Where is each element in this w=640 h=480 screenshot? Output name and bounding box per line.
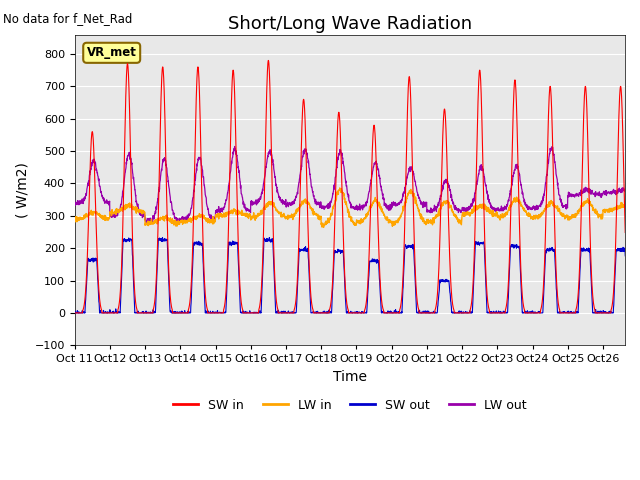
LW in bbox=[161, 215, 169, 220]
LW out bbox=[231, 144, 239, 149]
SW in bbox=[351, 310, 358, 316]
Y-axis label: ( W/m2): ( W/m2) bbox=[15, 162, 29, 218]
Line: LW in: LW in bbox=[75, 188, 638, 313]
SW out bbox=[255, 310, 263, 316]
SW in bbox=[264, 58, 272, 63]
LW in bbox=[118, 208, 126, 214]
Title: Short/Long Wave Radiation: Short/Long Wave Radiation bbox=[228, 15, 472, 33]
SW in bbox=[458, 310, 466, 316]
LW in bbox=[71, 214, 79, 220]
SW out bbox=[118, 253, 126, 259]
Line: SW in: SW in bbox=[75, 60, 638, 313]
LW out bbox=[255, 199, 263, 204]
LW out bbox=[161, 156, 169, 162]
Line: SW out: SW out bbox=[75, 238, 638, 313]
LW out bbox=[351, 204, 358, 210]
LW out bbox=[458, 204, 466, 210]
LW out bbox=[118, 194, 126, 200]
LW in bbox=[336, 185, 344, 191]
SW out bbox=[161, 237, 169, 243]
Legend: SW in, LW in, SW out, LW out: SW in, LW in, SW out, LW out bbox=[168, 394, 531, 417]
SW out bbox=[159, 235, 166, 240]
SW in bbox=[634, 310, 640, 316]
Text: VR_met: VR_met bbox=[87, 46, 136, 60]
SW out bbox=[351, 310, 358, 316]
LW out bbox=[634, 310, 640, 316]
SW in bbox=[118, 240, 126, 245]
SW in bbox=[161, 125, 169, 131]
LW out bbox=[516, 174, 524, 180]
Text: No data for f_Net_Rad: No data for f_Net_Rad bbox=[3, 12, 132, 25]
LW in bbox=[351, 222, 358, 228]
SW out bbox=[516, 255, 524, 261]
LW in bbox=[516, 200, 524, 206]
Line: LW out: LW out bbox=[75, 146, 638, 313]
SW out bbox=[71, 310, 79, 316]
SW in bbox=[255, 307, 262, 312]
X-axis label: Time: Time bbox=[333, 370, 367, 384]
LW in bbox=[634, 310, 640, 316]
LW out bbox=[71, 198, 79, 204]
SW in bbox=[71, 310, 79, 316]
SW out bbox=[634, 310, 640, 316]
SW in bbox=[516, 236, 524, 242]
LW in bbox=[255, 213, 262, 218]
SW out bbox=[458, 310, 466, 316]
LW in bbox=[458, 212, 466, 217]
